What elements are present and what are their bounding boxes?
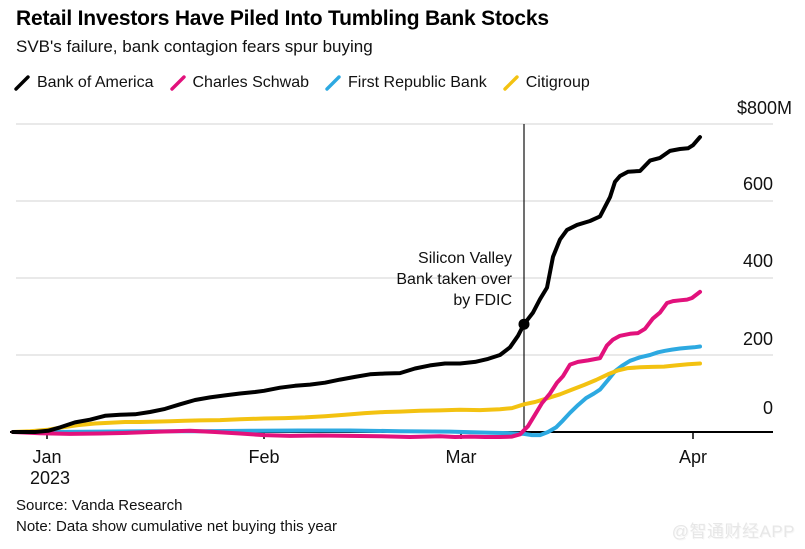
chart-subtitle: SVB's failure, bank contagion fears spur…: [16, 37, 373, 56]
x-axis-label-apr: Apr: [678, 447, 708, 467]
x-axis-label-jan: Jan: [32, 447, 62, 467]
legend: Bank of America Charles Schwab First Rep…: [14, 74, 590, 92]
chart-canvas: [10, 123, 773, 439]
legend-item-bank-of-america: Bank of America: [14, 74, 154, 92]
series-line-first-republic-bank: [11, 344, 702, 438]
y-axis-label-0: 0: [762, 398, 773, 418]
y-axis-label-600: 600: [742, 174, 773, 194]
legend-item-citigroup: Citigroup: [503, 74, 590, 92]
legend-label: Citigroup: [525, 74, 590, 91]
legend-label: Bank of America: [37, 74, 154, 91]
line-swatch-icon: [169, 74, 187, 92]
line-swatch-icon: [503, 74, 520, 92]
page-title: Retail Investors Have Piled Into Tumblin…: [16, 7, 549, 30]
legend-item-first-republic-bank: First Republic Bank: [325, 74, 487, 92]
y-axis-label-400: 400: [742, 251, 773, 271]
line-swatch-icon: [325, 74, 342, 92]
annotation-line-3: by FDIC: [453, 292, 512, 309]
source-text: Source: Vanda Research: [16, 497, 183, 514]
x-axis-label-mar: Mar: [445, 447, 477, 467]
annotation-line-2: Bank taken over: [396, 271, 512, 288]
x-axis-label-feb: Feb: [248, 447, 280, 467]
note-text: Note: Data show cumulative net buying th…: [16, 518, 337, 535]
watermark: @智通财经APP: [671, 522, 795, 541]
event-marker-dot: [518, 318, 530, 330]
series-line-bank-of-america: [11, 135, 702, 434]
series-line-charles-schwab: [11, 289, 702, 439]
annotation-line-1: Silicon Valley: [418, 250, 512, 267]
series-line-citigroup: [11, 361, 702, 434]
line-swatch-icon: [14, 74, 31, 92]
event-annotation: Silicon Valley Bank taken over by FDIC: [396, 248, 512, 311]
y-axis-label-200: 200: [742, 329, 773, 349]
legend-item-charles-schwab: Charles Schwab: [169, 74, 310, 92]
x-axis-label-year: 2023: [29, 468, 71, 488]
legend-label: Charles Schwab: [192, 74, 310, 91]
y-axis-label-800: $800M: [736, 98, 792, 118]
legend-label: First Republic Bank: [348, 74, 487, 91]
